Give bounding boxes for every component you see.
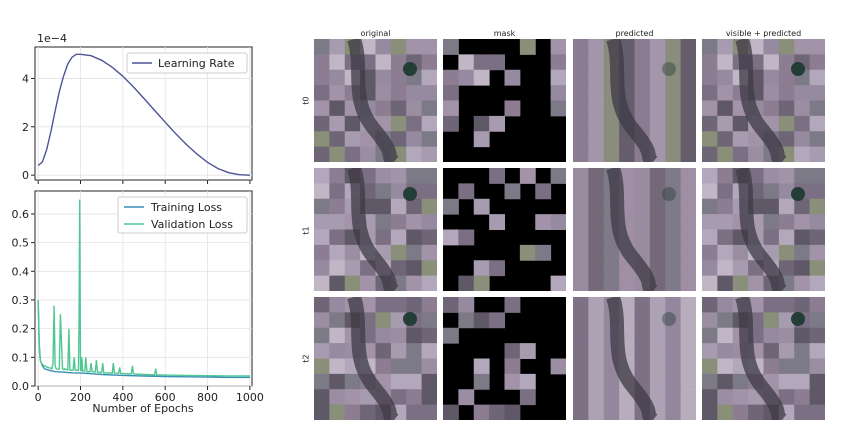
x-tick-label: 1000 bbox=[236, 391, 264, 404]
col-header-predicted: predicted bbox=[615, 29, 654, 38]
loss-legend-box bbox=[117, 196, 248, 234]
lr-plot-frame bbox=[34, 46, 253, 181]
loss-x-ticks: 0 200 400 600 800 1000 bbox=[35, 386, 264, 404]
learning-rate-chart: 0 2 4 1e−4 Learning Rate bbox=[22, 32, 253, 184]
tile-predicted-t1 bbox=[573, 168, 696, 291]
tile-visible-predicted-t0 bbox=[702, 39, 825, 162]
row-label-t1: t1 bbox=[301, 226, 311, 235]
y-tick-label: 0.3 bbox=[12, 294, 30, 307]
y-tick-label: 0.0 bbox=[12, 380, 30, 393]
y-tick-label: 0.2 bbox=[12, 323, 30, 336]
lr-exponent-label: 1e−4 bbox=[37, 32, 67, 45]
loss-x-axis-label: Number of Epochs bbox=[92, 402, 193, 415]
y-tick-label: 2 bbox=[22, 121, 29, 134]
x-tick-label: 0 bbox=[35, 391, 42, 404]
tile-visible-predicted-t2 bbox=[702, 297, 825, 420]
lr-series bbox=[37, 53, 250, 176]
tile-mask-t1 bbox=[443, 168, 566, 291]
col-header-visible-predicted: visible + predicted bbox=[725, 29, 802, 38]
x-tick-label: 200 bbox=[70, 391, 91, 404]
loss-legend: Training Loss Validation Loss bbox=[117, 196, 248, 234]
series-line-learning-rate bbox=[37, 53, 250, 176]
col-header-mask: mask bbox=[493, 29, 516, 38]
y-tick-label: 0.4 bbox=[12, 265, 30, 278]
lr-legend-box bbox=[126, 52, 248, 74]
tile-original-t2 bbox=[314, 297, 437, 420]
y-tick-label: 4 bbox=[22, 72, 29, 85]
tile-original-t1 bbox=[314, 168, 437, 291]
y-tick-label: 0.1 bbox=[12, 351, 30, 364]
lr-legend-label: Learning Rate bbox=[158, 57, 235, 70]
row-label-t0: t0 bbox=[301, 96, 311, 105]
series-line-training-loss bbox=[37, 299, 250, 379]
lr-legend: Learning Rate bbox=[126, 52, 248, 74]
tile-original-t0 bbox=[314, 39, 437, 162]
tile-predicted-t2 bbox=[573, 297, 696, 420]
training-legend-label: Training Loss bbox=[150, 201, 222, 214]
tile-visible-predicted-t1 bbox=[702, 168, 825, 291]
tile-mask-t0 bbox=[443, 39, 566, 162]
tile-mask-t2 bbox=[443, 297, 566, 420]
loss-y-ticks: 0.0 0.1 0.2 0.3 0.4 0.5 0.6 bbox=[12, 208, 35, 393]
y-tick-label: 0 bbox=[22, 169, 29, 182]
series-line-validation-loss bbox=[37, 199, 250, 377]
y-tick-label: 0.6 bbox=[12, 208, 30, 221]
x-tick-label: 400 bbox=[112, 391, 133, 404]
x-tick-label: 800 bbox=[197, 391, 218, 404]
loss-series bbox=[37, 199, 250, 379]
lr-y-ticks: 0 2 4 bbox=[22, 72, 35, 182]
tile-predicted-t0 bbox=[573, 39, 696, 162]
lr-x-ticks bbox=[37, 180, 251, 184]
x-tick-label: 600 bbox=[155, 391, 176, 404]
y-tick-label: 0.5 bbox=[12, 237, 30, 250]
loss-chart: 0.00.10.20.30.40.50.6 0 200 400 600 800 1000 … bbox=[12, 190, 264, 415]
row-label-t2: t2 bbox=[301, 354, 311, 363]
col-header-original: original bbox=[360, 29, 391, 38]
charts-area: 024 1e−4 Learning Rate 0.00.10.20.30.40.… bbox=[12, 32, 264, 415]
validation-legend-label: Validation Loss bbox=[151, 218, 233, 231]
